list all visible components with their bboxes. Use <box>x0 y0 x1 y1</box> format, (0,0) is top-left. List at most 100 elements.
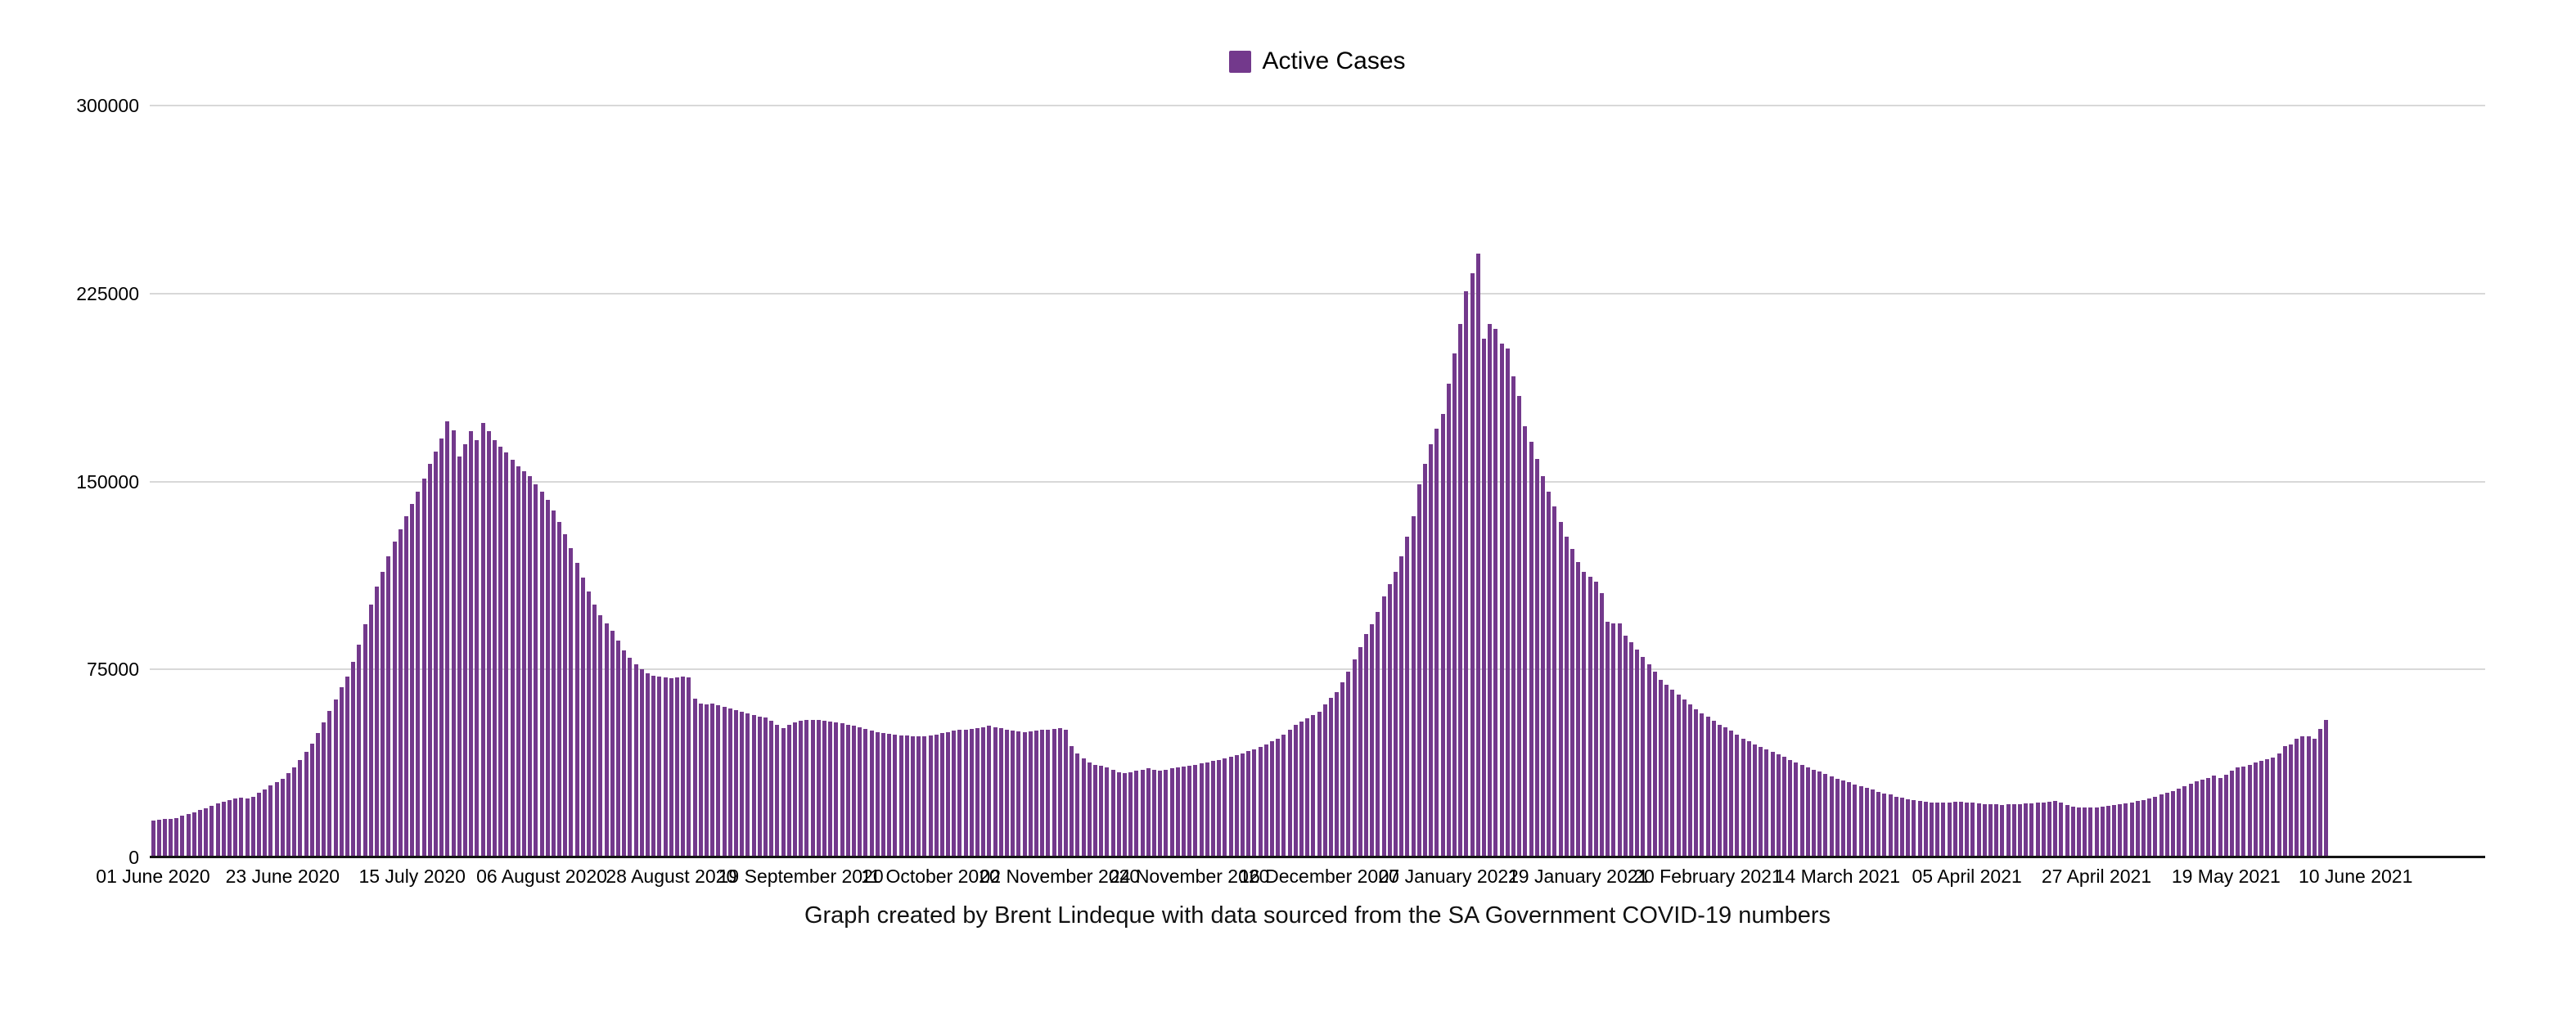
bar-day-116 <box>834 722 839 857</box>
x-axis-line <box>150 856 2485 858</box>
bar-day-98 <box>727 708 732 857</box>
bar-day-248 <box>1611 623 1616 857</box>
bar-day-17 <box>250 796 255 857</box>
bar-day-188 <box>1258 746 1263 857</box>
bar-day-127 <box>898 735 903 857</box>
bar-day-350 <box>2212 776 2217 857</box>
bar-day-49 <box>439 439 444 857</box>
bar-day-117 <box>840 723 844 857</box>
bar-day-312 <box>1988 804 1993 857</box>
bar-day-328 <box>2083 807 2087 857</box>
bar-day-215 <box>1416 484 1421 857</box>
bar-day-247 <box>1605 622 1610 857</box>
bar-day-321 <box>2041 802 2046 857</box>
bar-day-172 <box>1164 769 1169 857</box>
bar-day-9 <box>204 808 209 857</box>
bar-day-241 <box>1569 549 1574 857</box>
bar-day-158 <box>1081 758 1086 857</box>
bar-day-319 <box>2029 803 2034 857</box>
bar-day-30 <box>327 710 332 857</box>
bar-day-280 <box>1799 764 1804 857</box>
bar-day-323 <box>2053 801 2058 857</box>
bar-day-114 <box>822 721 826 857</box>
bar-day-297 <box>1900 798 1904 857</box>
bar-day-334 <box>2118 804 2123 857</box>
bar-day-305 <box>1947 802 1952 857</box>
bar-day-54 <box>469 431 474 857</box>
bar-day-206 <box>1364 634 1369 857</box>
bar-day-333 <box>2112 805 2117 857</box>
bar-day-185 <box>1240 753 1245 857</box>
bar-day-120 <box>858 726 862 857</box>
gridline-300000 <box>150 105 2485 106</box>
bar-day-85 <box>651 675 656 857</box>
bar-day-89 <box>675 677 680 857</box>
bar-day-211 <box>1394 571 1398 857</box>
bar-day-72 <box>574 563 579 857</box>
bar-day-336 <box>2129 802 2134 857</box>
bar-day-330 <box>2094 807 2099 857</box>
legend-label: Active Cases <box>1262 47 1406 74</box>
bar-day-251 <box>1628 641 1633 857</box>
bar-day-12 <box>221 801 226 857</box>
bar-day-82 <box>633 664 638 857</box>
bar-day-3 <box>169 818 173 857</box>
bar-day-119 <box>851 726 856 857</box>
bar-day-108 <box>786 725 791 857</box>
bar-day-322 <box>2047 801 2051 857</box>
bar-day-156 <box>1070 745 1074 857</box>
bar-day-84 <box>646 672 651 857</box>
bar-day-81 <box>628 658 633 857</box>
bar-day-254 <box>1646 664 1651 857</box>
bar-day-162 <box>1105 767 1110 857</box>
bar-day-88 <box>669 677 673 857</box>
bar-day-160 <box>1093 764 1097 857</box>
bar-day-359 <box>2265 758 2270 857</box>
bar-day-171 <box>1158 771 1163 857</box>
bar-day-20 <box>268 785 273 857</box>
bar-day-246 <box>1599 592 1604 857</box>
bar-day-161 <box>1099 766 1104 857</box>
bar-day-44 <box>410 504 415 857</box>
bar-day-286 <box>1835 778 1840 857</box>
bar-day-24 <box>292 767 297 857</box>
bar-day-311 <box>1982 803 1987 857</box>
bar-day-287 <box>1841 780 1846 857</box>
chart-caption: Graph created by Brent Lindeque with dat… <box>804 902 1831 929</box>
bar-day-42 <box>398 528 403 857</box>
bar-day-93 <box>698 703 703 857</box>
bar-day-252 <box>1635 649 1640 857</box>
bar-day-68 <box>551 510 556 857</box>
bar-day-275 <box>1770 752 1775 857</box>
bar-day-231 <box>1511 376 1515 857</box>
bar-day-35 <box>357 644 362 857</box>
bar-day-368 <box>2317 729 2322 857</box>
bar-day-240 <box>1564 536 1569 857</box>
bar-day-26 <box>304 752 308 857</box>
bar-day-269 <box>1735 734 1740 857</box>
bar-day-153 <box>1052 728 1056 857</box>
bar-day-341 <box>2159 794 2164 857</box>
bar-day-23 <box>286 773 291 857</box>
bar-day-318 <box>2024 803 2029 857</box>
bar-day-213 <box>1405 536 1410 857</box>
bar-day-76 <box>598 615 603 857</box>
bar-day-148 <box>1022 731 1027 857</box>
bar-day-128 <box>904 735 909 857</box>
bar-day-11 <box>215 803 220 857</box>
bar-day-315 <box>2006 804 2011 857</box>
bar-day-309 <box>1970 803 1975 857</box>
bar-day-300 <box>1917 801 1922 857</box>
bar-day-342 <box>2164 792 2169 857</box>
bar-day-53 <box>462 443 467 857</box>
y-tick-label-225000: 225000 <box>76 282 139 304</box>
bar-day-283 <box>1817 771 1822 857</box>
bar-day-60 <box>504 452 509 857</box>
bar-day-157 <box>1075 753 1080 857</box>
bar-day-292 <box>1871 789 1875 857</box>
y-tick-label-300000: 300000 <box>76 95 139 116</box>
y-tick-label-150000: 150000 <box>76 470 139 493</box>
bar-day-298 <box>1906 798 1911 857</box>
x-tick-label-3: 06 August 2020 <box>476 866 607 887</box>
bar-day-356 <box>2247 764 2252 857</box>
